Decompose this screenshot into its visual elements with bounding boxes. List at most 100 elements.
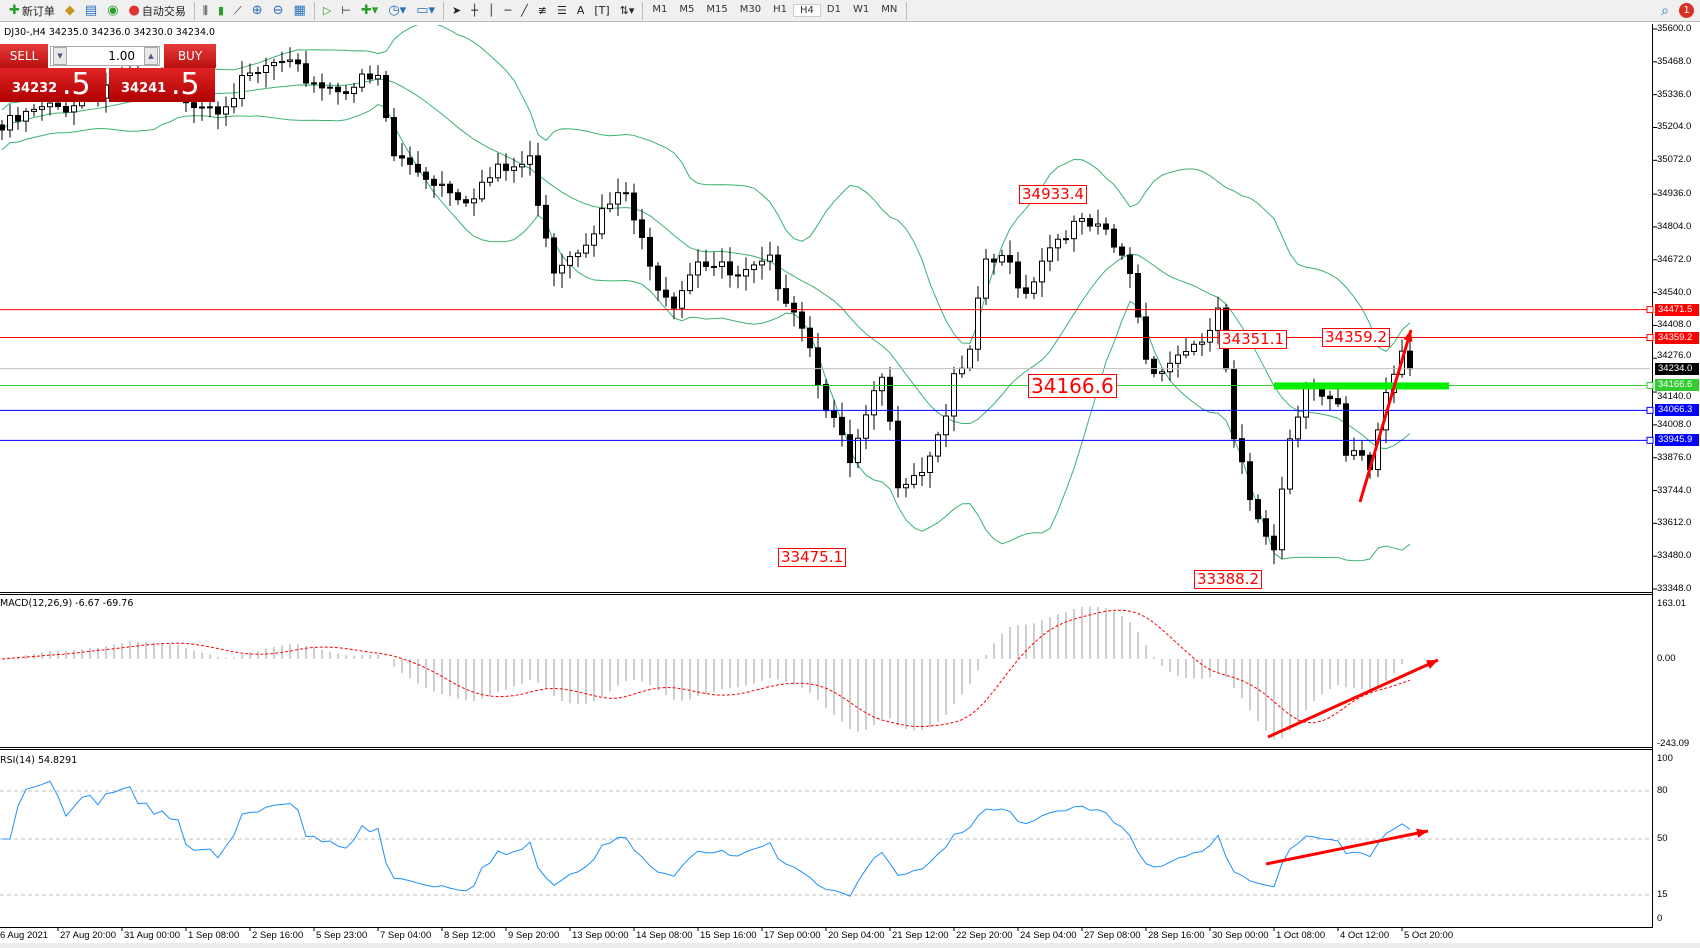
ask-pip: .5 [171,67,200,102]
new-order-button[interactable]: ✚ 新订单 [4,1,60,21]
candle [559,253,565,289]
candle [471,188,477,216]
vertical-line-button[interactable]: │ [483,1,500,21]
candle [1111,224,1117,253]
timeframe-m5[interactable]: M5 [679,4,695,15]
candle [903,478,909,498]
time-axis-label: 22 Sep 20:00 [956,930,1013,941]
candle [295,53,301,72]
line-chart-button[interactable]: ⟋ [229,1,247,21]
candle-body [863,414,869,439]
text-label-icon: [T] [594,4,610,17]
fibo-fan-button[interactable]: ☰ [552,1,572,21]
ask-price: 34241 [121,81,167,96]
timeframe-m1[interactable]: M1 [652,4,668,15]
signals-button[interactable]: ◉ [102,1,123,21]
candle-body [983,258,989,299]
text-label-button[interactable]: [T] [589,1,614,21]
lot-decrease-button[interactable]: ▼ [53,47,67,65]
candle-body [1047,247,1053,262]
price-annotation[interactable]: 34933.4 [1019,185,1088,204]
candle [335,82,341,105]
lot-increase-button[interactable]: ▲ [144,47,158,65]
candle [7,104,13,138]
separator [443,1,444,20]
timeframe-h1[interactable]: H1 [773,4,788,15]
candlestick-button[interactable]: ▮ [213,1,229,21]
timeframe-m15[interactable]: M15 [706,4,728,15]
auto-scroll-icon: ▷ [322,4,332,17]
timeframe-m30[interactable]: M30 [739,4,762,15]
panel-divider[interactable] [0,592,1653,595]
zoom-out-button[interactable]: ⊖ [268,1,289,21]
arrows-button[interactable]: ⇅▾ [615,1,640,21]
zoom-in-button[interactable]: ⊕ [247,1,268,21]
candle-body [23,110,29,122]
candle [223,96,229,127]
candle-body [431,178,437,186]
candle-body [671,296,677,309]
candle [351,82,357,103]
price-axis-label: 35072.0 [1657,154,1692,166]
candle-body [1263,518,1269,537]
crosshair-button[interactable]: ┼ [466,1,483,21]
price-annotation[interactable]: 34351.1 [1219,330,1288,349]
timeframe-h4[interactable]: H4 [793,4,821,17]
periods-button[interactable]: ◷▾ [383,1,411,21]
candle-body [31,108,37,112]
price-annotation[interactable]: 34166.6 [1028,374,1117,398]
candle-body [783,288,789,304]
price-annotation[interactable]: 33475.1 [778,548,847,567]
candle-body [647,236,653,267]
candle [1047,234,1053,272]
timeframe-w1[interactable]: W1 [852,4,870,15]
bar-chart-icon: ⫼ [202,3,208,17]
candle [935,431,941,463]
panel-divider[interactable] [0,747,1653,750]
timeframe-d1[interactable]: D1 [826,4,841,15]
sell-button[interactable]: SELL [0,44,48,68]
tile-windows-button[interactable]: ▦ [289,1,311,21]
time-axis-label: 27 Aug 20:00 [60,930,116,941]
horizontal-line-icon: ─ [504,4,512,17]
candle-body [583,244,589,254]
timeframe-mn[interactable]: MN [881,4,898,15]
candle [615,178,621,217]
bar-chart-button[interactable]: ⫼ [198,1,213,21]
gold-button[interactable]: ◆ [60,1,80,21]
templates-button[interactable]: ▭▾ [411,1,440,21]
candle-body [1031,281,1037,294]
candle-body [871,390,877,416]
text-button[interactable]: A [572,1,590,21]
horizontal-line-button[interactable]: ─ [499,1,516,21]
candle-body [847,434,853,464]
navigator-button[interactable]: ▤ [80,1,102,21]
candle-body [1039,260,1045,283]
sell-price-button[interactable]: 34232 .5 [0,67,106,102]
candle [599,194,605,240]
auto-trading-button[interactable]: ● 自动交易 [124,1,191,21]
candle-body [655,265,661,291]
trendline-button[interactable]: ╱ [516,1,533,21]
search-icon[interactable]: ⌕ [1661,2,1669,19]
chart-shift-button[interactable]: ⊢ [336,1,356,21]
bid-price: 34232 [12,81,58,96]
buy-button[interactable]: BUY [164,44,216,68]
candle [967,345,973,372]
fibonacci-button[interactable]: ≢ [533,1,552,21]
candle [1127,247,1133,288]
price-annotation[interactable]: 34359.2 [1322,328,1391,347]
candle [1191,340,1197,356]
chat-icon[interactable]: 1 [1679,3,1694,18]
lot-size-input[interactable]: 1.00 [50,46,160,66]
price-annotation[interactable]: 33388.2 [1194,570,1263,589]
cursor-button[interactable]: ➤ [447,1,466,21]
macd-divergence-arrow [1267,658,1439,739]
candle-body [887,376,893,422]
candle-body [1295,416,1301,440]
candle-body [711,265,717,268]
buy-price-button[interactable]: 34241 .5 [109,67,215,102]
auto-scroll-button[interactable]: ▷ [318,1,336,21]
indicators-button[interactable]: ✚▾ [356,1,383,21]
